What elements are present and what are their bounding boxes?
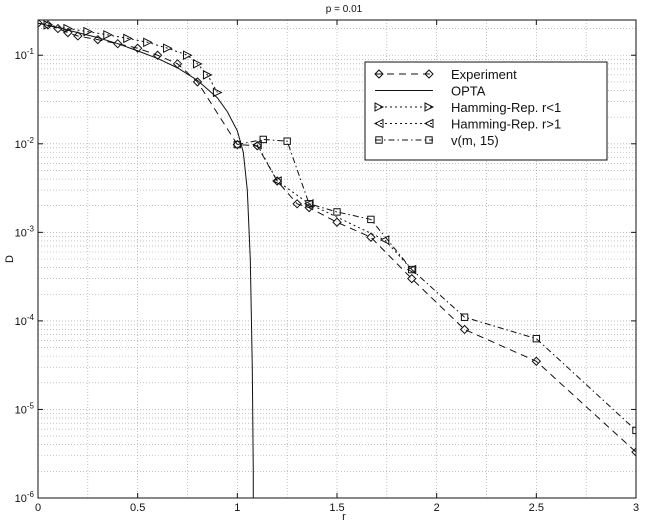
legend-box [364,61,608,161]
y-axis-label: D [4,255,16,263]
data-point [123,33,133,44]
data-point [631,447,636,457]
chart-title: p = 0.01 [326,4,363,15]
data-point [83,26,93,37]
series-line [237,138,636,431]
data-point [259,135,267,144]
data-point [183,50,193,61]
x-tick-label: 2 [434,502,440,514]
legend-marker [373,118,384,129]
data-point [202,70,213,80]
y-tick-label: 10-4 [15,313,35,328]
series-0 [38,20,636,457]
y-tick-label: 10-5 [15,401,35,416]
legend-marker [374,69,384,79]
data-point [292,199,302,209]
series-line [38,22,636,453]
data-point [272,176,282,186]
y-tick-label: 10-3 [15,224,35,239]
data-point [531,356,542,366]
series-line [256,144,413,270]
series-2 [43,20,223,98]
data-point [113,38,123,49]
legend-marker [374,102,385,112]
legend-label: v(m, 15) [451,133,499,148]
legend-label: Hamming-Rep. r>1 [451,117,561,132]
data-point [333,208,341,216]
data-point [192,77,203,87]
data-point [132,43,143,53]
legend-label: OPTA [451,84,486,99]
data-point [283,137,291,145]
x-tick-label: 3 [633,502,639,514]
data-point [304,202,314,213]
data-point [43,20,53,30]
data-point [332,217,342,227]
y-tick-label: 10-6 [15,490,35,505]
data-point [212,87,223,98]
data-point [163,43,173,54]
data-point [192,59,203,69]
data-point [103,30,113,40]
legend-label: Hamming-Rep. r<1 [451,100,561,115]
axes: 0 0.5 1 1.5 2 2.5 3 10-1 10-2 10-3 10-4 10-5 10-6 [15,20,639,514]
series-line [47,24,218,93]
legend-marker [424,69,434,79]
data-point [63,23,74,34]
data-point [406,264,417,275]
data-point [407,273,417,284]
data-point [152,50,163,60]
data-point [233,140,242,149]
legend-label: Experiment [451,67,517,82]
x-tick-label: 1.5 [329,502,344,514]
data-point [459,324,470,335]
data-point [460,313,469,321]
x-tick-label: 1 [234,502,240,514]
data-point [366,232,376,242]
legend-marker [375,136,383,144]
legend-marker [425,136,433,144]
y-tick-label: 10-1 [15,47,35,62]
series-line [38,22,254,498]
x-axis-label: r [342,511,346,522]
data-point [143,37,153,48]
x-tick-label: 0.5 [130,502,145,514]
series-1 [38,22,254,498]
data-point [252,139,262,150]
x-tick-label: 0 [35,502,41,514]
legend-marker [423,118,434,129]
data-point [408,265,416,274]
data-point [272,176,282,186]
series-group [38,20,636,498]
data-point [532,334,541,343]
data-point [303,199,314,209]
legend-marker [424,102,435,112]
series-3 [252,139,417,275]
data-point [38,20,43,28]
data-point [43,20,54,30]
data-point [379,235,390,245]
data-point [73,31,83,41]
data-point [367,215,375,224]
data-point [232,139,243,150]
y-tick-label: 10-2 [15,136,35,151]
x-tick-label: 2.5 [529,502,544,514]
data-point [305,200,313,208]
